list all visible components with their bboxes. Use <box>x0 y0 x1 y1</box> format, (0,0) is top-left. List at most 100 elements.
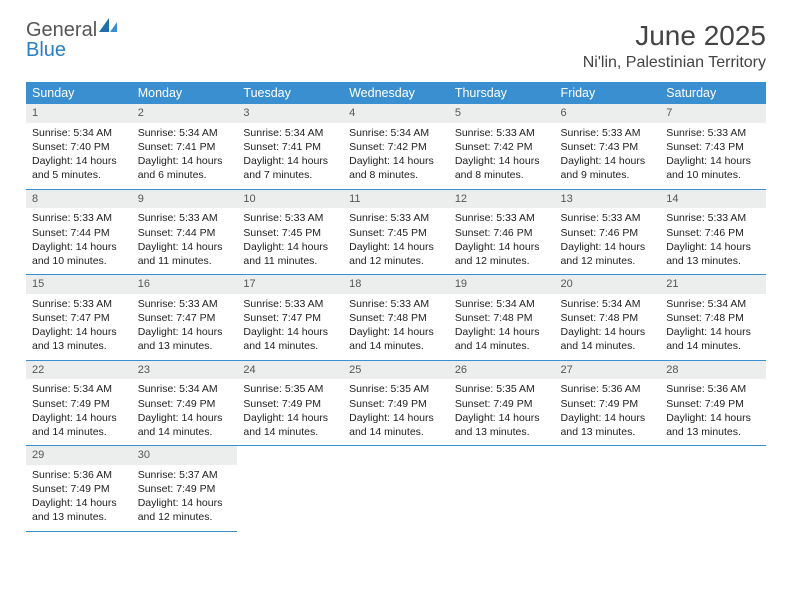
sunset-line: Sunset: 7:44 PM <box>32 226 126 240</box>
calendar-day-cell: 24Sunrise: 5:35 AMSunset: 7:49 PMDayligh… <box>237 360 343 446</box>
calendar-day-cell: 14Sunrise: 5:33 AMSunset: 7:46 PMDayligh… <box>660 189 766 275</box>
day-details: Sunrise: 5:35 AMSunset: 7:49 PMDaylight:… <box>237 379 343 445</box>
calendar-day-cell: 28 Sunrise: 5:36 AMSunset: 7:49 PMDayligh… <box>660 360 766 446</box>
day-number: 4 <box>343 104 449 123</box>
daylight-line-1: Daylight: 14 hours <box>243 154 337 168</box>
day-number: 20 <box>555 275 661 294</box>
sunset-line: Sunset: 7:42 PM <box>349 140 443 154</box>
sunset-line: Sunset: 7:49 PM <box>455 397 549 411</box>
day-details: Sunrise: 5:33 AMSunset: 7:43 PMDaylight:… <box>660 123 766 189</box>
daylight-line-1: Daylight: 14 hours <box>666 411 760 425</box>
calendar-day-cell: 1Sunrise: 5:34 AMSunset: 7:40 PMDaylight… <box>26 104 132 189</box>
day-details: Sunrise: 5:34 AMSunset: 7:41 PMDaylight:… <box>237 123 343 189</box>
sunrise-line: Sunrise: 5:33 AM <box>32 297 126 311</box>
sunrise-line: Sunrise: 5:33 AM <box>243 297 337 311</box>
daylight-line-2: and 13 minutes. <box>32 339 126 353</box>
daylight-line-1: Daylight: 14 hours <box>561 154 655 168</box>
daylight-line-1: Daylight: 14 hours <box>32 325 126 339</box>
sunset-line: Sunset: 7:49 PM <box>32 397 126 411</box>
calendar-header-row: SundayMondayTuesdayWednesdayThursdayFrid… <box>26 82 766 104</box>
calendar-day-cell: 29Sunrise: 5:36 AMSunset: 7:49 PMDayligh… <box>26 446 132 532</box>
daylight-line-1: Daylight: 14 hours <box>32 154 126 168</box>
sunrise-line: Sunrise: 5:33 AM <box>349 211 443 225</box>
sunset-line: Sunset: 7:49 PM <box>666 397 760 411</box>
day-number: 18 <box>343 275 449 294</box>
empty-day-cell <box>449 446 555 532</box>
sunset-line: Sunset: 7:47 PM <box>32 311 126 325</box>
sunrise-line: Sunrise: 5:33 AM <box>349 297 443 311</box>
sunrise-line: Sunrise: 5:33 AM <box>455 211 549 225</box>
daylight-line-1: Daylight: 14 hours <box>561 411 655 425</box>
daylight-line-1: Daylight: 14 hours <box>243 411 337 425</box>
day-number: 19 <box>449 275 555 294</box>
daylight-line-2: and 8 minutes. <box>349 168 443 182</box>
day-details: Sunrise: 5:33 AMSunset: 7:47 PMDaylight:… <box>26 294 132 360</box>
calendar-day-cell: 30Sunrise: 5:37 AMSunset: 7:49 PMDayligh… <box>132 446 238 532</box>
day-details: Sunrise: 5:37 AMSunset: 7:49 PMDaylight:… <box>132 465 238 531</box>
daylight-line-1: Daylight: 14 hours <box>455 154 549 168</box>
day-number: 28 <box>660 361 766 380</box>
day-number: 11 <box>343 190 449 209</box>
sunset-line: Sunset: 7:41 PM <box>243 140 337 154</box>
day-details: Sunrise: 5:33 AMSunset: 7:46 PMDaylight:… <box>660 208 766 274</box>
day-details: Sunrise: 5:36 AMSunset: 7:49 PMDaylight:… <box>26 465 132 531</box>
daylight-line-2: and 14 minutes. <box>349 425 443 439</box>
calendar-day-cell: 22Sunrise: 5:34 AMSunset: 7:49 PMDayligh… <box>26 360 132 446</box>
day-number: 15 <box>26 275 132 294</box>
sunset-line: Sunset: 7:43 PM <box>666 140 760 154</box>
day-details: Sunrise: 5:33 AMSunset: 7:47 PMDaylight:… <box>132 294 238 360</box>
day-number: 27 <box>555 361 661 380</box>
sunrise-line: Sunrise: 5:34 AM <box>32 126 126 140</box>
daylight-line-1: Daylight: 14 hours <box>455 411 549 425</box>
sunrise-line: Sunrise: 5:36 AM <box>666 382 760 396</box>
daylight-line-1: Daylight: 14 hours <box>138 496 232 510</box>
daylight-line-2: and 13 minutes. <box>138 339 232 353</box>
daylight-line-2: and 14 minutes. <box>666 339 760 353</box>
daylight-line-2: and 8 minutes. <box>455 168 549 182</box>
daylight-line-1: Daylight: 14 hours <box>349 325 443 339</box>
title-block: June 2025 Ni'lin, Palestinian Territory <box>583 20 766 72</box>
day-number: 6 <box>555 104 661 123</box>
day-number: 22 <box>26 361 132 380</box>
daylight-line-2: and 12 minutes. <box>455 254 549 268</box>
daylight-line-1: Daylight: 14 hours <box>455 240 549 254</box>
daylight-line-2: and 14 minutes. <box>455 339 549 353</box>
weekday-header: Tuesday <box>237 82 343 104</box>
month-title: June 2025 <box>583 20 766 52</box>
daylight-line-1: Daylight: 14 hours <box>349 154 443 168</box>
daylight-line-2: and 7 minutes. <box>243 168 337 182</box>
calendar-day-cell: 13Sunrise: 5:33 AMSunset: 7:46 PMDayligh… <box>555 189 661 275</box>
day-details: Sunrise: 5:35 AMSunset: 7:49 PMDaylight:… <box>449 379 555 445</box>
day-number: 26 <box>449 361 555 380</box>
day-details: Sunrise: 5:36 AMSunset: 7:49 PMDaylight:… <box>555 379 661 445</box>
logo: General Blue <box>26 20 119 60</box>
sunrise-line: Sunrise: 5:34 AM <box>666 297 760 311</box>
day-details: Sunrise: 5:33 AMSunset: 7:42 PMDaylight:… <box>449 123 555 189</box>
empty-day-cell <box>555 446 661 532</box>
calendar-day-cell: 20Sunrise: 5:34 AMSunset: 7:48 PMDayligh… <box>555 275 661 361</box>
daylight-line-2: and 14 minutes. <box>349 339 443 353</box>
calendar-day-cell: 8Sunrise: 5:33 AMSunset: 7:44 PMDaylight… <box>26 189 132 275</box>
calendar-day-cell: 27Sunrise: 5:36 AMSunset: 7:49 PMDayligh… <box>555 360 661 446</box>
calendar-day-cell: 6Sunrise: 5:33 AMSunset: 7:43 PMDaylight… <box>555 104 661 189</box>
calendar-day-cell: 5Sunrise: 5:33 AMSunset: 7:42 PMDaylight… <box>449 104 555 189</box>
calendar-day-cell: 11Sunrise: 5:33 AMSunset: 7:45 PMDayligh… <box>343 189 449 275</box>
day-number: 30 <box>132 446 238 465</box>
day-number: 16 <box>132 275 238 294</box>
calendar-day-cell: 26Sunrise: 5:35 AMSunset: 7:49 PMDayligh… <box>449 360 555 446</box>
daylight-line-2: and 6 minutes. <box>138 168 232 182</box>
day-details: Sunrise: 5:33 AMSunset: 7:44 PMDaylight:… <box>132 208 238 274</box>
sunrise-line: Sunrise: 5:34 AM <box>138 382 232 396</box>
sunset-line: Sunset: 7:46 PM <box>455 226 549 240</box>
daylight-line-1: Daylight: 14 hours <box>138 154 232 168</box>
daylight-line-1: Daylight: 14 hours <box>666 325 760 339</box>
sunset-line: Sunset: 7:47 PM <box>138 311 232 325</box>
daylight-line-1: Daylight: 14 hours <box>32 240 126 254</box>
logo-word-2: Blue <box>26 39 66 61</box>
sunrise-line: Sunrise: 5:37 AM <box>138 468 232 482</box>
daylight-line-2: and 14 minutes. <box>243 339 337 353</box>
daylight-line-1: Daylight: 14 hours <box>243 325 337 339</box>
day-details: Sunrise: 5:34 AMSunset: 7:42 PMDaylight:… <box>343 123 449 189</box>
calendar-day-cell: 19Sunrise: 5:34 AMSunset: 7:48 PMDayligh… <box>449 275 555 361</box>
daylight-line-2: and 14 minutes. <box>561 339 655 353</box>
